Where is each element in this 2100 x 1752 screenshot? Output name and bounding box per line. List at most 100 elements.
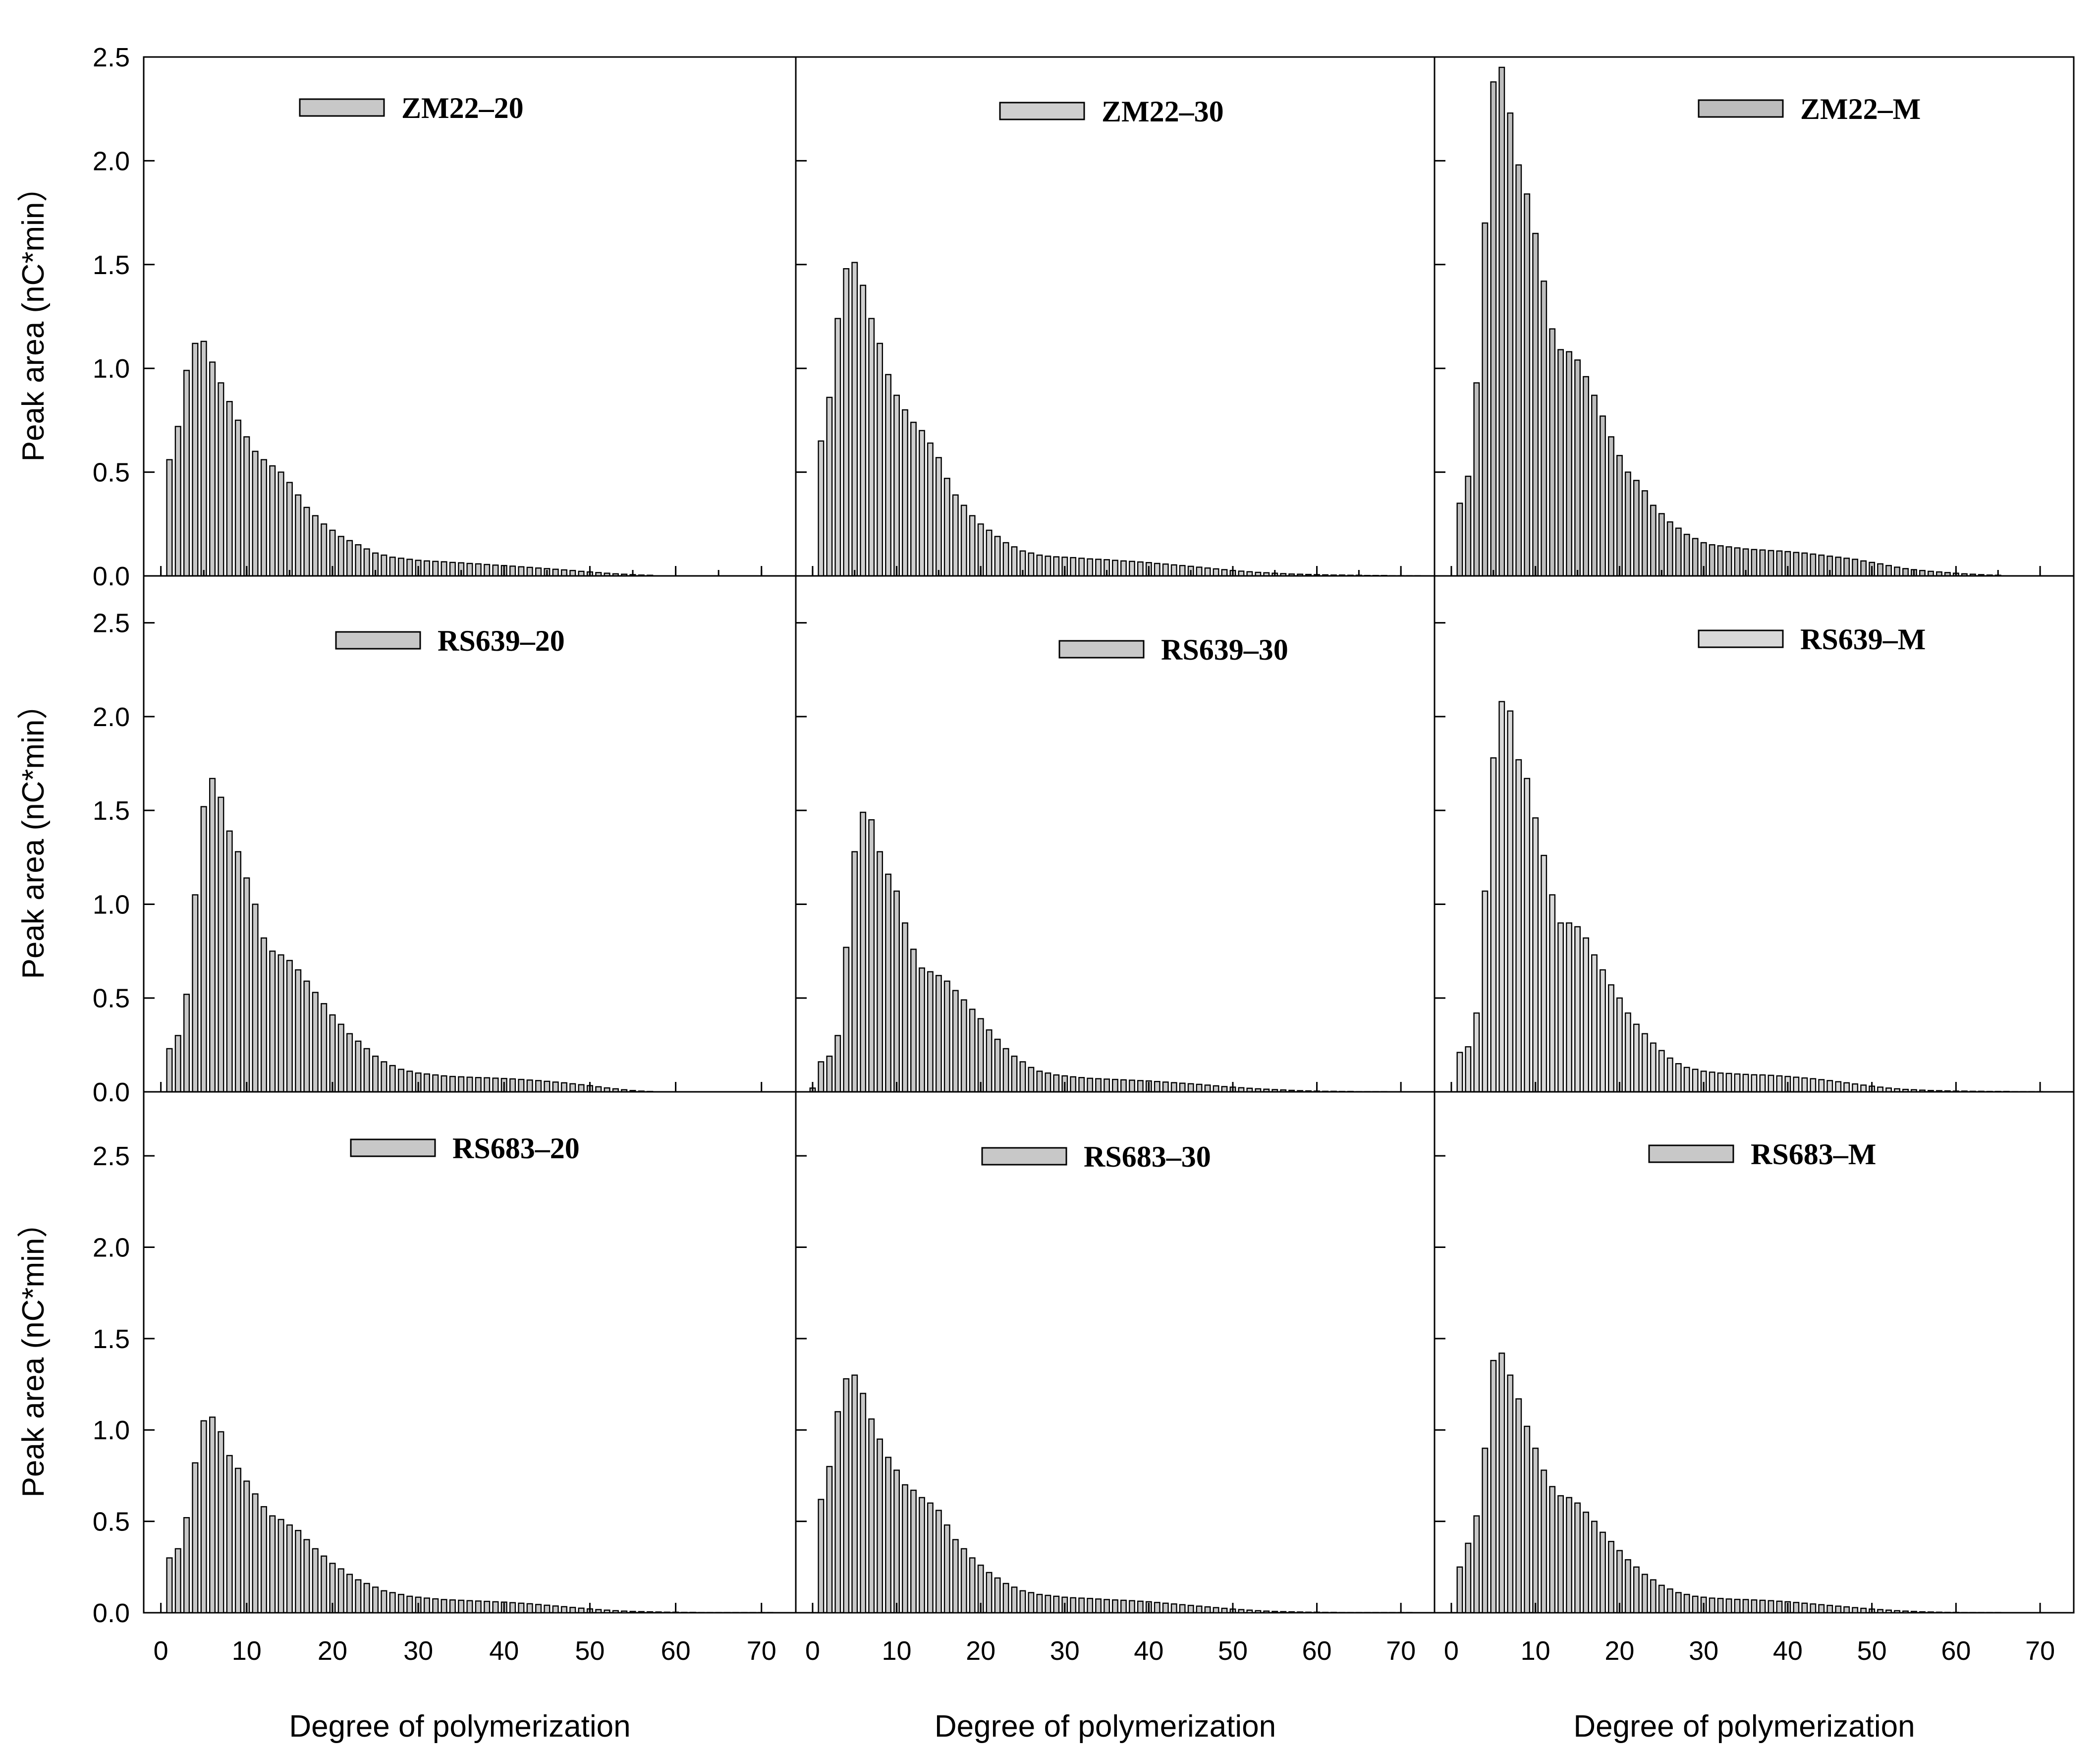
y-tick-label: 2.0 — [93, 146, 130, 176]
bar — [1709, 1072, 1715, 1093]
bar — [1583, 937, 1590, 1093]
bar — [994, 1577, 1001, 1614]
bar — [492, 1077, 499, 1093]
bar — [1599, 969, 1606, 1093]
bar — [1515, 164, 1522, 577]
bar — [1683, 1593, 1690, 1614]
bar — [1683, 1067, 1690, 1093]
bar — [986, 529, 993, 577]
bar — [1322, 1612, 1329, 1614]
bar — [1087, 558, 1094, 577]
bar — [1658, 1584, 1665, 1614]
bar — [423, 560, 430, 577]
bar — [535, 1080, 542, 1093]
bar — [1288, 1611, 1295, 1614]
bar — [1002, 1048, 1009, 1093]
bar — [1607, 1540, 1614, 1614]
bar — [406, 1595, 413, 1614]
bar — [432, 1598, 439, 1614]
bar — [1658, 1050, 1665, 1093]
bar — [303, 1539, 310, 1614]
bar — [1111, 1078, 1118, 1093]
bar — [1170, 564, 1177, 577]
bar — [1128, 1600, 1135, 1614]
bar — [1768, 550, 1774, 577]
bar — [475, 1076, 482, 1093]
bar — [1111, 560, 1118, 577]
bar — [535, 1604, 542, 1614]
x-tick-label: 60 — [661, 1636, 691, 1666]
bar — [986, 1572, 993, 1614]
bar — [295, 1529, 302, 1614]
bar — [1246, 1609, 1253, 1614]
legend-swatch — [350, 1138, 436, 1157]
bar — [321, 1555, 328, 1614]
bar — [1852, 559, 1859, 577]
bar — [977, 1018, 984, 1093]
x-tick-label: 0 — [1444, 1636, 1459, 1666]
bar — [1011, 1055, 1018, 1093]
bar — [1624, 471, 1631, 577]
bar — [1280, 1611, 1287, 1614]
bar — [1692, 1069, 1699, 1093]
bar — [1154, 563, 1161, 577]
bar — [1759, 1599, 1766, 1614]
bar — [818, 1061, 825, 1093]
bar — [927, 1502, 934, 1614]
bar — [1894, 1610, 1901, 1614]
bar — [1482, 890, 1489, 1093]
y-tick-label: 1.5 — [93, 796, 130, 826]
bar — [1919, 569, 1926, 577]
bar — [595, 1609, 602, 1614]
bar — [818, 440, 825, 577]
bar — [877, 342, 884, 577]
bar — [952, 494, 959, 577]
bar — [1045, 1594, 1051, 1614]
bar — [1036, 1593, 1043, 1614]
y-tick-label: 1.0 — [93, 354, 130, 384]
bar — [578, 1084, 585, 1093]
bar — [260, 459, 267, 577]
bar — [209, 778, 216, 1093]
bar — [226, 830, 233, 1093]
x-tick-label: 40 — [1773, 1636, 1803, 1666]
bar — [397, 1069, 404, 1093]
bar — [1473, 1515, 1480, 1614]
bar — [1036, 1071, 1043, 1093]
bar — [1137, 1600, 1144, 1614]
bar — [363, 1048, 370, 1093]
chart-panel-3: ZM22–M — [1434, 56, 2075, 577]
bar — [449, 1599, 456, 1614]
bar — [1843, 1606, 1850, 1614]
bar — [1624, 1559, 1631, 1614]
bar — [1095, 559, 1102, 577]
bar — [818, 1499, 825, 1614]
bar — [466, 563, 473, 577]
x-tick-label: 20 — [1604, 1636, 1634, 1666]
bar — [1776, 550, 1783, 577]
bar — [552, 1605, 559, 1614]
bar — [1885, 1609, 1892, 1614]
bar — [458, 1076, 465, 1093]
bar — [183, 1517, 190, 1614]
bar — [952, 990, 959, 1093]
bar — [1490, 81, 1497, 577]
bar — [1137, 561, 1144, 577]
legend-swatch — [1698, 99, 1784, 118]
bar — [286, 1524, 293, 1614]
bar — [277, 1519, 284, 1614]
bar — [1187, 1083, 1194, 1093]
bar — [1633, 1566, 1640, 1614]
bar — [1793, 1602, 1800, 1614]
bar — [834, 1411, 841, 1614]
bar — [269, 950, 276, 1093]
bar — [834, 1035, 841, 1093]
bar — [1810, 553, 1817, 577]
bar — [910, 949, 917, 1093]
bar — [526, 566, 533, 577]
bar — [1221, 1607, 1228, 1614]
bar — [1616, 454, 1623, 577]
bar — [1465, 1542, 1472, 1614]
bar — [560, 1082, 567, 1093]
bar — [252, 1493, 259, 1614]
